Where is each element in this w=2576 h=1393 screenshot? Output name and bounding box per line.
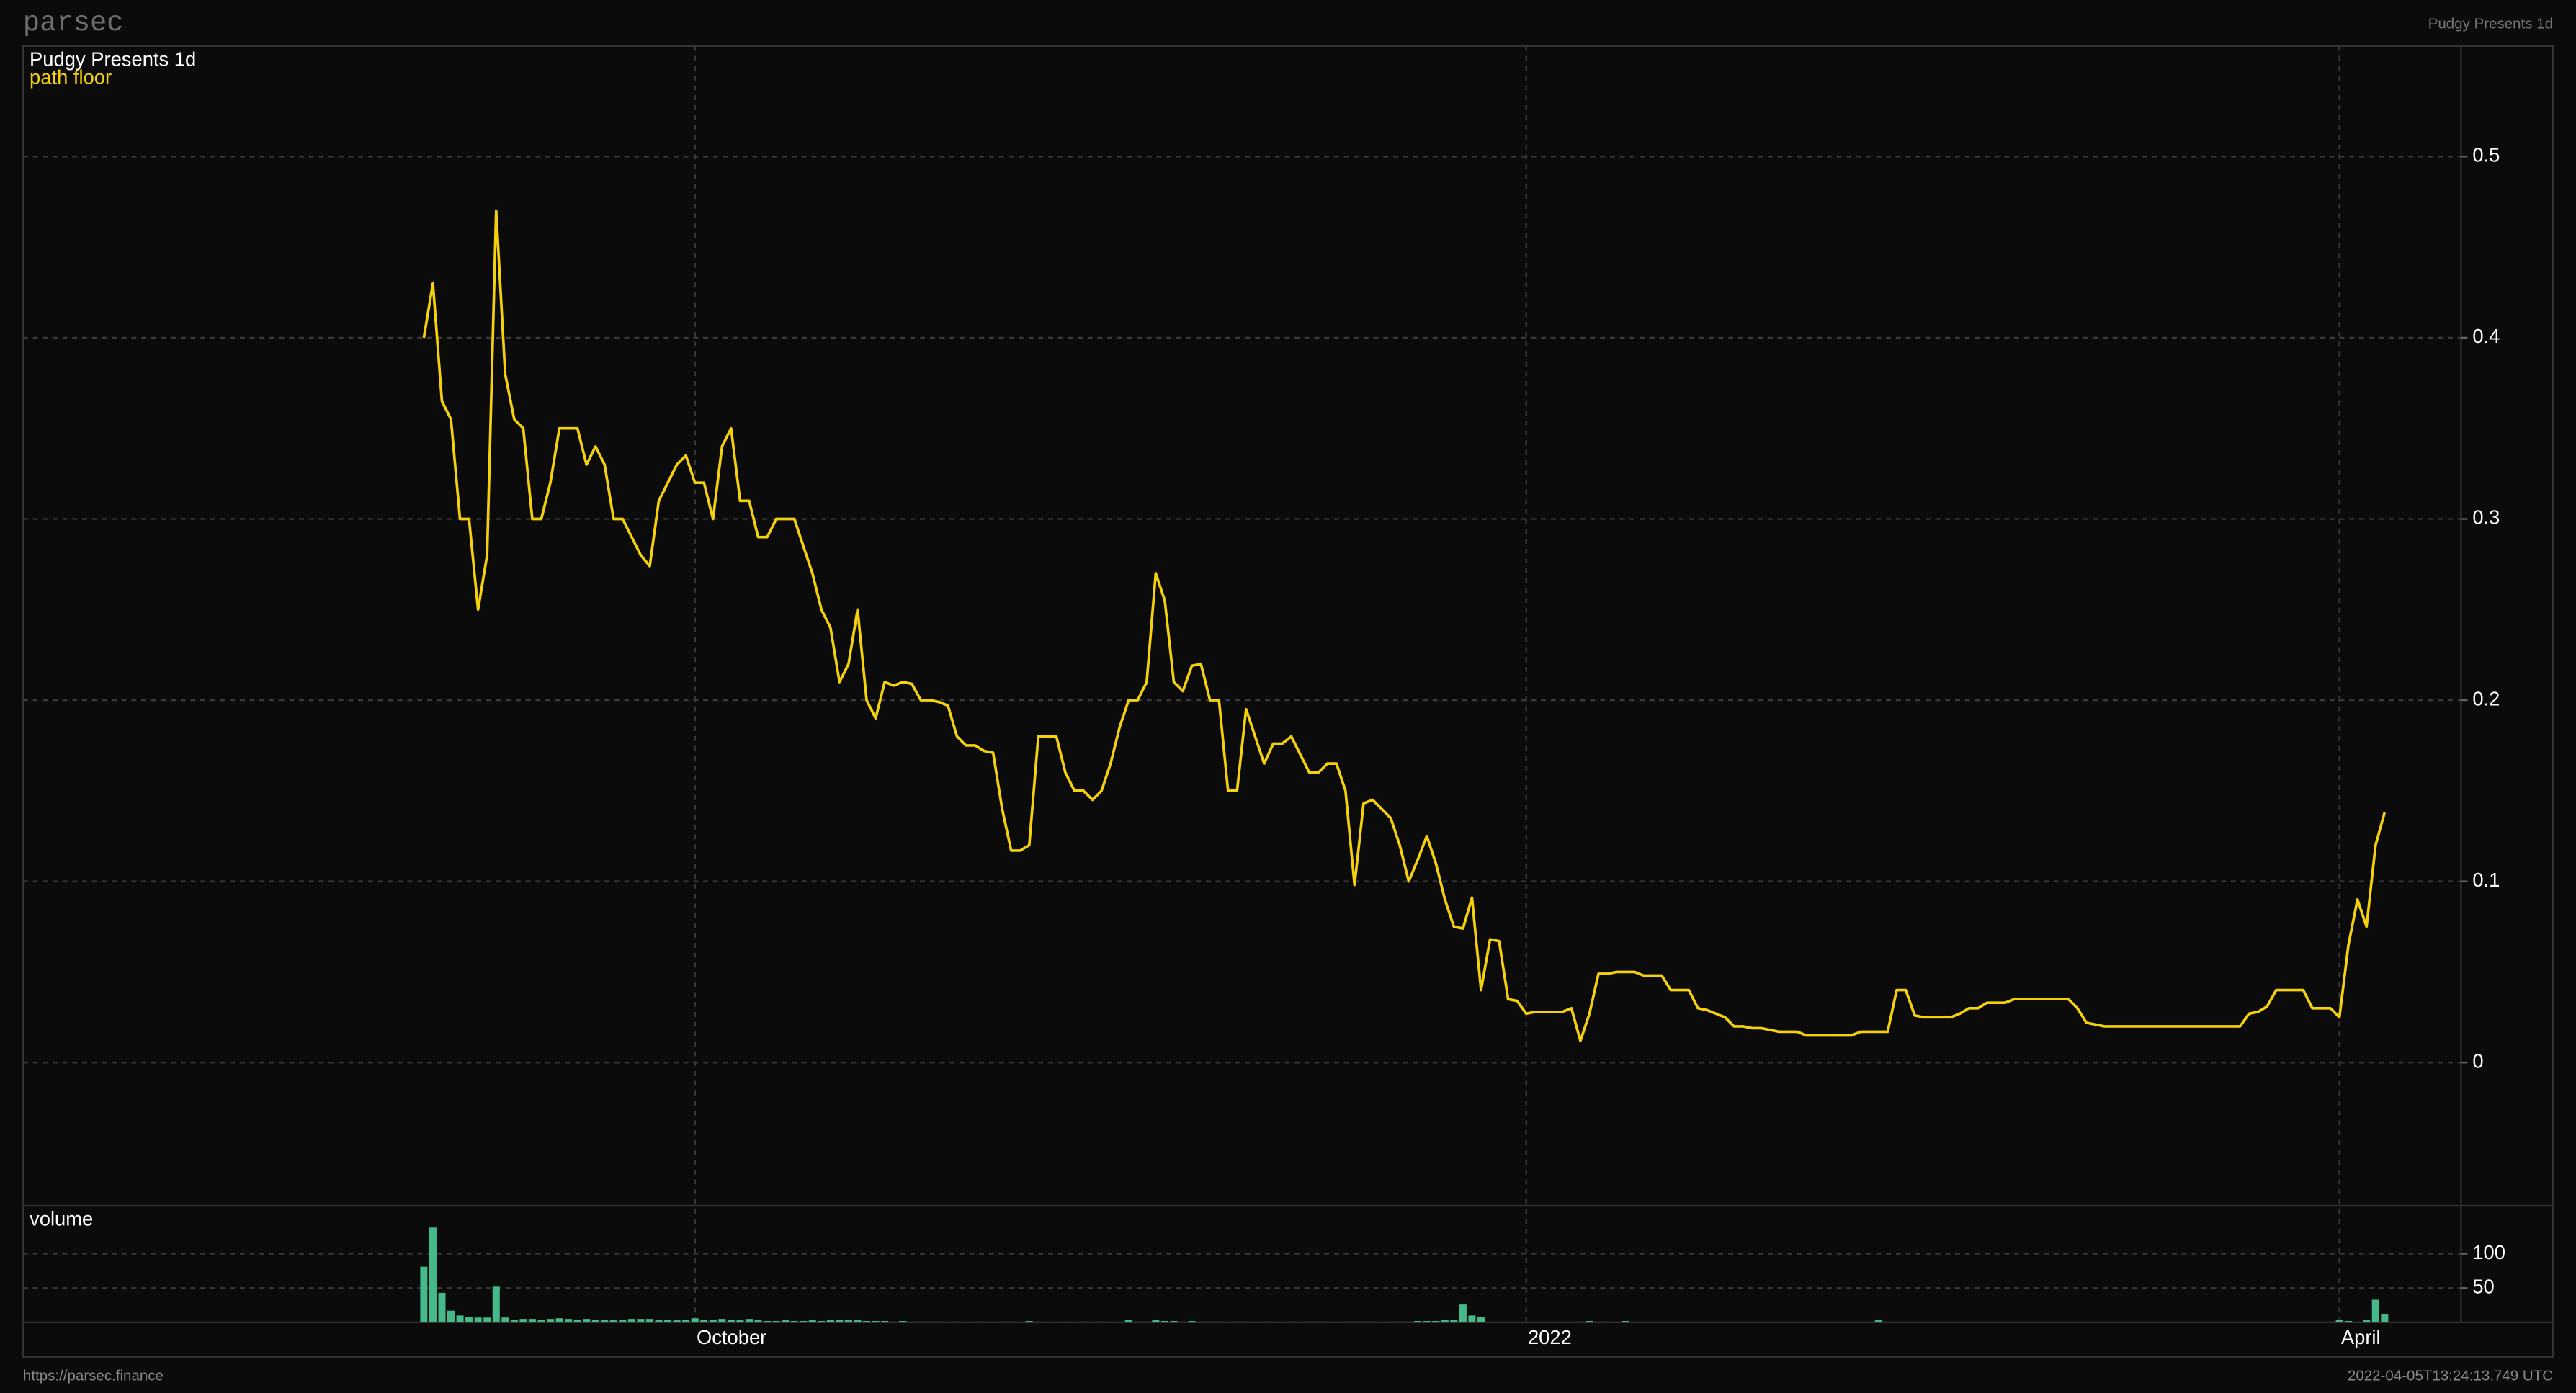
volume-bar	[836, 1320, 844, 1322]
y-tick-label: 0.3	[2472, 506, 2500, 529]
volume-bar	[637, 1319, 645, 1322]
volume-bar	[826, 1320, 834, 1322]
volume-bar	[1459, 1304, 1467, 1322]
y-tick-label: 100	[2472, 1241, 2505, 1263]
volume-bar	[1874, 1320, 1882, 1322]
volume-bar	[627, 1319, 635, 1322]
volume-bar	[700, 1320, 708, 1322]
volume-bar	[1124, 1320, 1132, 1322]
volume-bar	[727, 1320, 735, 1322]
volume-bar	[420, 1266, 428, 1322]
y-tick-label: 0.1	[2472, 869, 2500, 891]
volume-bar	[583, 1319, 591, 1322]
volume-bar	[519, 1319, 527, 1322]
volume-bar	[645, 1319, 653, 1322]
volume-bar	[1586, 1321, 1593, 1322]
footer-url: https://parsec.finance	[23, 1368, 164, 1384]
volume-bar	[691, 1318, 699, 1322]
volume-bar	[709, 1320, 717, 1322]
line-series	[422, 209, 2387, 1042]
x-tick-label: April	[2341, 1326, 2381, 1348]
volume-bar	[808, 1320, 816, 1322]
volume-bar	[682, 1320, 690, 1322]
y-tick-label: 0.2	[2472, 687, 2500, 709]
x-tick-label: 2022	[1528, 1326, 1572, 1348]
volume-bar	[673, 1320, 681, 1322]
header-title: Pudgy Presents 1d	[2428, 16, 2553, 32]
volume-bar	[510, 1320, 518, 1322]
volume-bar	[736, 1320, 744, 1322]
volume-bar	[528, 1319, 536, 1322]
volume-bar	[429, 1227, 437, 1322]
volume-bar	[764, 1321, 772, 1322]
volume-bar	[881, 1321, 889, 1322]
volume-bar	[872, 1321, 880, 1322]
volume-bar	[1025, 1321, 1033, 1322]
volume-bar	[456, 1315, 464, 1322]
frame	[22, 45, 2554, 1358]
brand: parsec	[23, 7, 124, 39]
volume-bar	[1152, 1320, 1160, 1322]
volume-bar	[2335, 1320, 2343, 1322]
volume-bar	[2371, 1299, 2379, 1322]
volume-bar	[492, 1286, 500, 1322]
volume-bar	[844, 1320, 852, 1322]
volume-bar	[1450, 1320, 1458, 1322]
y-tick-label: 0	[2472, 1049, 2483, 1072]
volume-bar	[1468, 1315, 1476, 1322]
volume-bar	[465, 1317, 473, 1322]
volume-bar	[655, 1320, 663, 1322]
volume-bar	[664, 1320, 672, 1322]
volume-bar	[818, 1321, 826, 1322]
volume-bar	[772, 1321, 780, 1322]
volume-bar	[501, 1317, 509, 1322]
volume-bar	[474, 1317, 482, 1322]
volume-bar	[745, 1319, 753, 1322]
volume-bar	[854, 1320, 862, 1322]
y-tick-label: 50	[2472, 1275, 2494, 1297]
volume-bar	[1622, 1321, 1629, 1322]
y-tick-label: 0.5	[2472, 144, 2500, 166]
volume-bar	[1414, 1321, 1422, 1322]
panel-title: volume	[30, 1208, 93, 1230]
volume-bar	[438, 1292, 446, 1322]
y-tick-label: 0.4	[2472, 325, 2500, 347]
volume-bar	[591, 1320, 599, 1322]
x-tick-label: October	[697, 1326, 766, 1348]
volume-bar	[573, 1320, 581, 1322]
volume-bar	[1160, 1321, 1168, 1322]
volume-bar	[2363, 1320, 2371, 1322]
volume-bar	[863, 1321, 871, 1322]
volume-bar	[537, 1320, 545, 1322]
volume-bar	[1170, 1321, 1178, 1322]
volume-bar	[1441, 1320, 1449, 1322]
volume-bar	[1477, 1317, 1485, 1322]
footer-timestamp: 2022-04-05T13:24:13.749 UTC	[2348, 1368, 2553, 1384]
volume-bar	[555, 1318, 563, 1322]
volume-bar	[782, 1320, 790, 1322]
volume-bar	[1423, 1321, 1431, 1322]
legend-entry: path floor	[30, 66, 112, 89]
volume-bar	[447, 1310, 455, 1322]
chart-title: Pudgy Presents 1d	[30, 48, 196, 71]
volume-bar	[790, 1321, 798, 1322]
volume-bar	[565, 1319, 573, 1322]
volume-bar	[2345, 1321, 2353, 1322]
volume-bar	[2381, 1314, 2389, 1322]
volume-bar	[1188, 1321, 1196, 1322]
volume-bar	[609, 1320, 617, 1322]
volume-bar	[718, 1319, 726, 1322]
volume-bar	[899, 1321, 907, 1322]
volume-bar	[1432, 1321, 1440, 1322]
volume-bar	[800, 1321, 808, 1322]
volume-bar	[546, 1319, 555, 1322]
volume-bar	[483, 1317, 491, 1322]
volume-bar	[601, 1320, 609, 1322]
volume-bar	[754, 1320, 762, 1322]
volume-bar	[619, 1320, 627, 1322]
